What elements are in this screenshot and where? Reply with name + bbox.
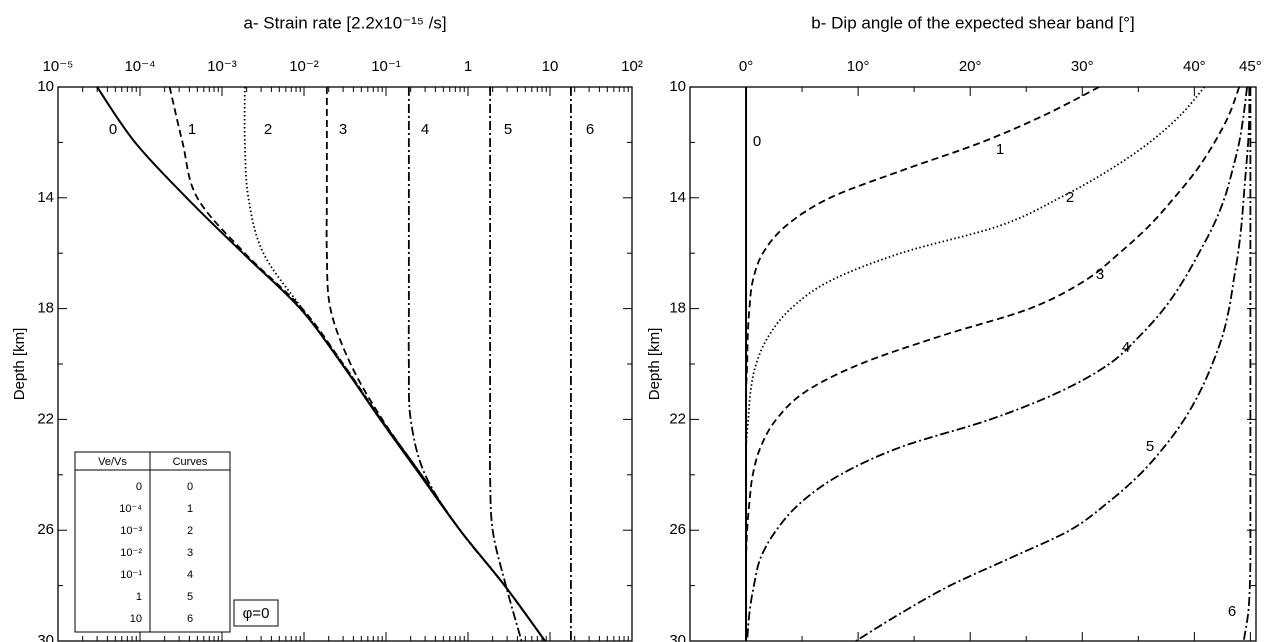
- curve-label: 6: [586, 121, 594, 138]
- x-tick-label: 0°: [739, 58, 753, 75]
- curve-label: 3: [1096, 266, 1104, 283]
- y-tick-label: 10: [669, 78, 686, 95]
- table-header: Curves: [173, 456, 208, 468]
- table-cell: 10⁻³: [120, 525, 142, 537]
- x-tick-label: 10⁻⁴: [124, 58, 155, 75]
- chart-title: a- Strain rate [2.2x10⁻¹⁵ /s]: [243, 13, 446, 32]
- curve-label: 2: [1066, 189, 1074, 206]
- y-tick-label: 26: [669, 521, 686, 538]
- curve-label: 0: [109, 121, 117, 138]
- x-tick-label: 10²: [621, 58, 643, 75]
- x-tick-label: 45°: [1239, 58, 1262, 75]
- curve-label: 3: [339, 121, 347, 138]
- table-cell: 5: [187, 591, 193, 603]
- curve: [746, 86, 1248, 642]
- table-cell: 3: [187, 547, 193, 559]
- curve: [489, 87, 523, 642]
- chart-title: b- Dip angle of the expected shear band …: [811, 13, 1134, 32]
- x-tick-label: 10⁻³: [207, 58, 237, 75]
- curve-label: 5: [504, 121, 512, 138]
- y-axis-label: Depth [km]: [646, 328, 663, 401]
- curve-label: 6: [1228, 603, 1236, 620]
- table-cell: 10⁻²: [120, 547, 142, 559]
- curve: [745, 86, 1100, 641]
- x-tick-label: 30°: [1071, 58, 1094, 75]
- x-tick-label: 10⁻¹: [371, 58, 401, 75]
- curve: [325, 87, 546, 642]
- table-cell: 1: [187, 503, 193, 515]
- table-cell: 1: [136, 591, 142, 603]
- table-cell: 0: [136, 481, 142, 493]
- table-cell: 6: [187, 613, 193, 625]
- curve: [407, 87, 546, 642]
- curve: [744, 86, 1206, 641]
- x-tick-label: 10⁻²: [289, 58, 319, 75]
- curve: [745, 86, 1241, 641]
- table-cell: 10⁻¹: [120, 569, 142, 581]
- annotation: φ=0: [243, 605, 270, 622]
- y-tick-label: 30: [37, 632, 54, 642]
- y-tick-label: 30: [669, 632, 686, 642]
- curve-label: 5: [1146, 438, 1154, 455]
- x-tick-label: 20°: [959, 58, 982, 75]
- table-cell: 10⁻⁴: [119, 503, 142, 515]
- y-tick-label: 22: [37, 410, 54, 427]
- y-tick-label: 22: [669, 410, 686, 427]
- curve-label: 4: [421, 121, 429, 138]
- curve: [855, 86, 1251, 642]
- plot-frame: [689, 86, 1257, 642]
- x-tick-label: 40°: [1183, 58, 1206, 75]
- y-tick-label: 18: [669, 300, 686, 317]
- y-tick-label: 26: [37, 521, 54, 538]
- curve-label: 0: [753, 133, 761, 150]
- curve-label: 2: [264, 121, 272, 138]
- y-tick-label: 14: [669, 189, 686, 206]
- annotation-box: [233, 599, 279, 627]
- x-tick-label: 10°: [847, 58, 870, 75]
- curve-label: 1: [188, 121, 196, 138]
- curve: [243, 86, 546, 642]
- y-tick-label: 14: [37, 189, 54, 206]
- table-header: Ve/Vs: [98, 456, 127, 468]
- table-cell: 0: [187, 481, 193, 493]
- x-tick-label: 1: [464, 58, 472, 75]
- y-tick-label: 18: [37, 300, 54, 317]
- table-cell: 4: [187, 569, 193, 581]
- table-cell: 10: [130, 613, 142, 625]
- curve-label: 1: [996, 141, 1004, 158]
- y-axis-label: Depth [km]: [11, 328, 28, 401]
- x-tick-label: 10: [542, 58, 559, 75]
- legend-table: [74, 451, 231, 633]
- curve-label: 4: [1122, 339, 1130, 356]
- curve: [1242, 86, 1252, 642]
- y-tick-label: 10: [37, 78, 54, 95]
- table-cell: 2: [187, 525, 193, 537]
- x-tick-label: 10⁻⁵: [43, 58, 74, 75]
